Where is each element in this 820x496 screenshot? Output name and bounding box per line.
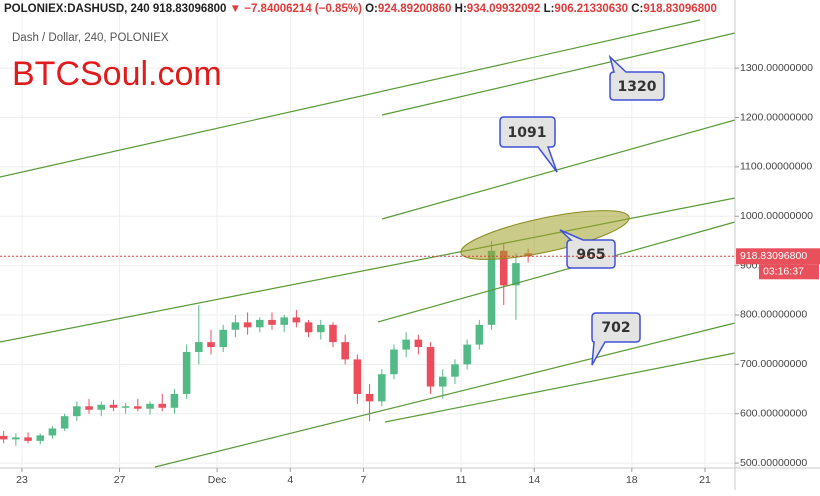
candle-body [426, 347, 435, 387]
last-price-box [736, 248, 820, 265]
callout-box [591, 312, 641, 366]
callout-label: 1091 [508, 125, 547, 141]
callout-label: 702 [601, 320, 630, 336]
candle-body [304, 322, 313, 333]
low: 906.21330630 [554, 3, 628, 15]
countdown: 03:16:37 [763, 266, 804, 278]
candle-body [268, 319, 276, 325]
y-tick-label: 500.00000000 [740, 457, 807, 469]
candle-body [231, 322, 240, 330]
watermark: BTCSoul.com [12, 55, 222, 93]
y-tick-label: 600.00000000 [740, 407, 807, 419]
callout-box [559, 229, 616, 269]
candle-body [475, 324, 484, 345]
price: 918.83096800 [153, 3, 227, 15]
x-tick-label: 7 [361, 474, 367, 486]
y-tick-label: 700.00000000 [740, 358, 807, 370]
candle-body [24, 437, 32, 441]
close: 918.83096800 [643, 3, 717, 15]
candle-body [463, 344, 471, 365]
open-label: O: [365, 3, 378, 15]
candle-body [280, 317, 288, 325]
last-price-label: 918.83096800 [740, 250, 807, 262]
candle-body [97, 404, 106, 410]
candle-body [85, 406, 93, 410]
candle-body [219, 329, 227, 348]
header: POLONIEX:DASHUSD, 240 918.83096800 ▼ −7.… [4, 3, 717, 15]
x-tick-label: 14 [528, 474, 540, 486]
close-label: C: [631, 3, 643, 15]
callout-box [608, 54, 665, 101]
candle-body [12, 437, 20, 440]
candle-body [317, 324, 325, 333]
callout-box [499, 116, 558, 173]
x-tick-label: 11 [456, 474, 467, 486]
candle-body [329, 324, 337, 343]
candle-body [451, 364, 459, 377]
candle-body [487, 250, 496, 325]
candle-body [36, 435, 45, 441]
change: ▼ −7.84006214 (−0.85%) [230, 3, 362, 15]
open: 924.89200860 [378, 3, 452, 15]
high-label: H: [455, 3, 467, 15]
candle-body [292, 317, 301, 323]
highlight-ellipse [460, 210, 630, 260]
candle-body [353, 359, 362, 394]
candle-body [341, 342, 349, 360]
x-tick-label: 4 [287, 474, 293, 486]
x-tick-label: 27 [114, 474, 126, 486]
candle-body [146, 403, 154, 409]
candle-body [512, 263, 520, 286]
candle-body [109, 404, 118, 408]
candle-body [134, 406, 142, 409]
x-tick-label: 18 [626, 474, 638, 486]
callouts: 1320 1091 965 702 [499, 54, 665, 366]
candle-body [158, 403, 167, 408]
candle-body [243, 322, 252, 328]
candle-body [48, 428, 57, 436]
candle-body [390, 349, 398, 375]
candle-body [73, 406, 81, 417]
trend-line [381, 32, 736, 116]
y-tick-label: 800.00000000 [740, 309, 807, 321]
x-tick-label: 21 [699, 474, 711, 486]
candle-body [256, 319, 264, 328]
callout-label: 965 [576, 247, 605, 263]
y-tick-label: 1000.00000000 [740, 210, 813, 222]
trend-line [381, 119, 736, 220]
high: 934.09932092 [467, 3, 541, 15]
candle-body [207, 342, 215, 348]
candle-body [170, 393, 179, 408]
callout-label: 1320 [618, 79, 657, 95]
candle-body [377, 374, 386, 402]
symbol: POLONIEX:DASHUSD, 240 [4, 3, 150, 15]
candle-body [60, 416, 69, 429]
y-tick-label: 1300.00000000 [740, 62, 813, 74]
trend-line [0, 19, 701, 178]
candle-body [499, 250, 508, 286]
x-tick-label: Dec [208, 474, 227, 486]
subtitle: Dash / Dollar, 240, POLONIEX [12, 32, 169, 44]
trend-line [384, 352, 736, 423]
candle-body [195, 342, 203, 352]
countdown-box [759, 264, 819, 280]
y-tick-label: 1100.00000000 [740, 161, 812, 173]
low-label: L: [544, 3, 555, 15]
candle-body [414, 339, 423, 348]
candle-body [365, 393, 374, 402]
x-tick-label: 23 [16, 474, 28, 486]
candle-body [438, 376, 447, 387]
candle-body [0, 435, 8, 440]
candle-body [402, 339, 410, 350]
trend-line [154, 322, 736, 468]
candle-body [182, 351, 191, 394]
trend-line [377, 221, 736, 323]
candle-body [121, 406, 130, 408]
y-tick-label: 1200.00000000 [740, 111, 813, 123]
